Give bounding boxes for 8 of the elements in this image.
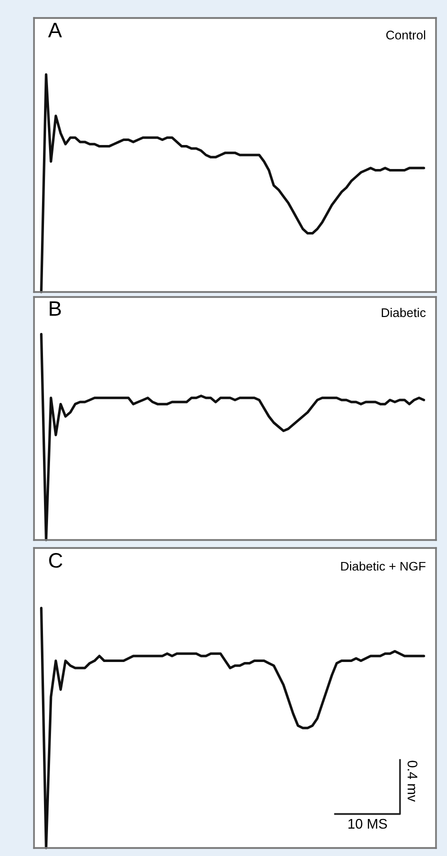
annotation: 10 MS	[348, 818, 387, 829]
text: C	[49, 553, 62, 568]
text: Control	[386, 30, 426, 40]
text: Diabetic	[382, 308, 426, 318]
text: A	[48, 22, 62, 38]
text: Diabetic + NGF	[341, 562, 426, 571]
annotation: 0.4 mv	[408, 760, 418, 802]
text: B	[50, 301, 61, 316]
